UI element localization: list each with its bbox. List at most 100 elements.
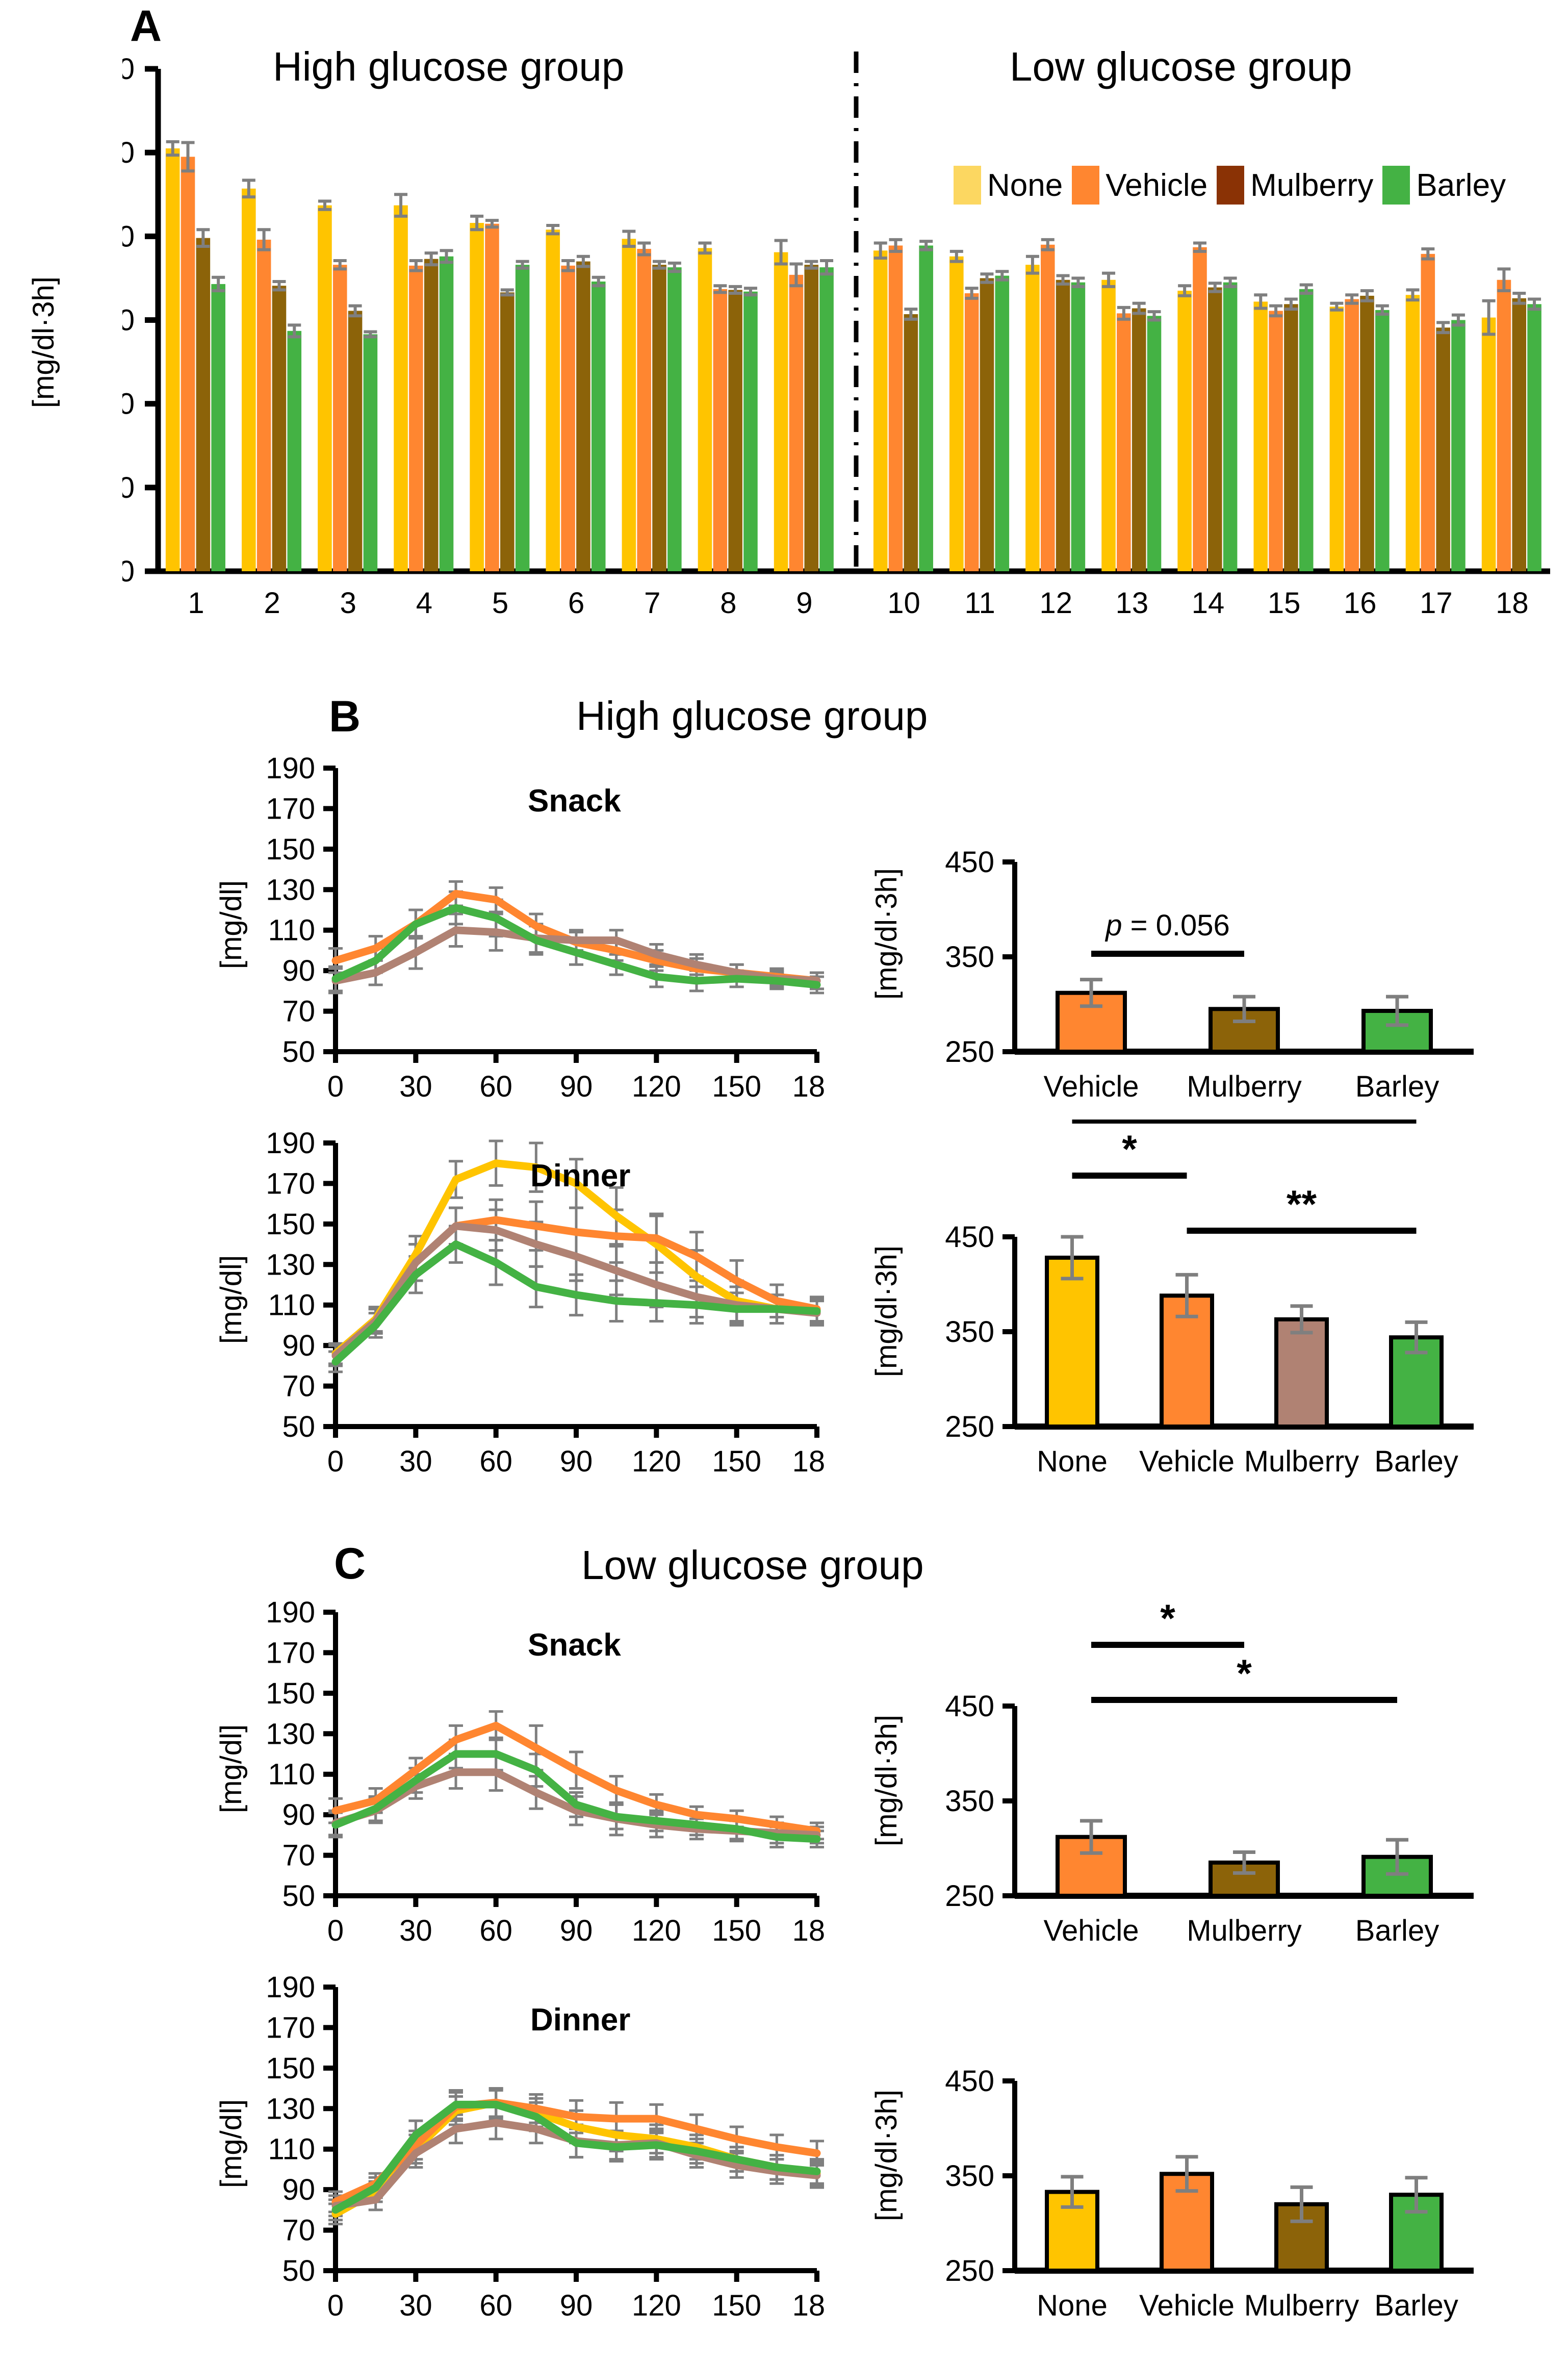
x-tick-label: 16 — [1344, 587, 1377, 620]
bar-none — [165, 148, 180, 571]
legend-item-mulberry: Mulberry — [1217, 166, 1373, 205]
y-tick-label: 150 — [266, 2052, 315, 2085]
line-series-barley — [331, 1240, 821, 1366]
y-tick-label: 450 — [945, 846, 994, 879]
bar-vehicle — [485, 223, 499, 571]
bar-none — [1045, 2190, 1099, 2273]
y-tick-label: 250 — [945, 1035, 994, 1069]
y-tick-label: 190 — [266, 1127, 315, 1160]
bar-barley — [287, 330, 302, 571]
legend-label-mulberry: Mulberry — [1250, 167, 1374, 203]
bar-barley — [743, 291, 758, 571]
bar-vehicle — [1345, 299, 1359, 571]
x-tick-label: 18 — [1496, 587, 1529, 620]
bar-none — [394, 205, 408, 571]
x-category-label: Vehicle — [1139, 2289, 1235, 2322]
bar-none — [1101, 279, 1116, 571]
bar-mulberry — [272, 286, 287, 571]
x-category-label: None — [1037, 2289, 1108, 2322]
y-tick-label: 190 — [266, 1971, 315, 2004]
x-tick-label: 7 — [644, 587, 660, 620]
x-category-label: Mulberry — [1244, 1445, 1359, 1478]
x-category-label: Barley — [1374, 1445, 1458, 1478]
panel-b-snack-bar-ylabel: [mg/dl·3h] — [870, 868, 903, 1000]
y-tick-label: 350 — [945, 1785, 994, 1818]
bar-none — [1177, 291, 1192, 571]
x-tick-label: 0 — [327, 1070, 344, 1103]
y-tick-label: 350 — [945, 1315, 994, 1349]
bar-vehicle — [256, 239, 271, 571]
panel-b-dinner-bar-ylabel: [mg/dl·3h] — [870, 1245, 903, 1377]
bar-vehicle — [1056, 990, 1127, 1054]
x-tick-label: 9 — [796, 587, 812, 620]
panel-c-snack-line-title: Snack — [528, 1627, 621, 1663]
x-tick-label: 3 — [340, 587, 356, 620]
line-series-none — [331, 1159, 821, 1358]
bar-vehicle — [1421, 253, 1435, 571]
x-tick-label: 30 — [399, 1070, 432, 1103]
bar-vehicle — [1269, 311, 1283, 571]
bar-vehicle — [1040, 244, 1055, 571]
panel-c-snack-bar-ylabel: [mg/dl·3h] — [870, 1715, 903, 1846]
bar-vehicle — [1193, 247, 1207, 571]
bar-none — [242, 188, 256, 572]
significance-marker: * — [1122, 1128, 1137, 1171]
bar-barley — [1071, 282, 1086, 571]
panel-a-title-low: Low glucose group — [1010, 44, 1352, 89]
bar-vehicle — [713, 289, 728, 571]
panel-a-letter: A — [130, 2, 162, 50]
bar-mulberry — [1436, 327, 1450, 571]
legend-label-none: None — [987, 167, 1063, 203]
legend-item-barley: Barley — [1382, 166, 1506, 205]
significance-marker: * — [1237, 1652, 1252, 1695]
bar-none — [873, 250, 888, 571]
bar-vehicle — [409, 265, 423, 571]
y-tick-label: 110 — [268, 2133, 315, 2166]
bar-mulberry — [424, 259, 439, 571]
y-tick-label: 130 — [266, 1248, 315, 1281]
y-tick-label: 150 — [266, 1677, 315, 1710]
bar-mulberry — [1512, 298, 1527, 571]
bar-barley — [667, 267, 682, 571]
x-tick-label: 150 — [712, 2289, 761, 2322]
x-tick-label: 30 — [399, 1445, 432, 1478]
y-tick-label: 350 — [945, 940, 994, 974]
x-category-label: Barley — [1355, 1914, 1439, 1947]
bar-barley — [591, 281, 606, 571]
bar-none — [1025, 265, 1040, 571]
panel-b-snack-bar-chart: 250 350 450 Vehicle Mulberry Barley p = 0.056 — [945, 846, 1474, 1103]
bar-vehicle — [1497, 279, 1511, 571]
x-tick-label: 17 — [1420, 587, 1453, 620]
x-category-label: None — [1037, 1445, 1108, 1478]
y-tick-label: 130 — [266, 873, 315, 906]
legend-swatch-vehicle — [1072, 166, 1100, 205]
x-category-label: Vehicle — [1043, 1914, 1139, 1947]
bar-none — [546, 230, 560, 571]
y-tick-label: 400 — [122, 220, 135, 253]
line-series-mulberry — [331, 926, 821, 985]
panel-c-snack-line-chart: 50 70 90 110 130 150 170 190 0 30 60 90 120 150 180 — [266, 1596, 826, 1947]
panel-a-title-high: High glucose group — [273, 44, 625, 89]
x-tick-label: 1 — [188, 587, 204, 620]
bar-none — [318, 205, 332, 571]
line-series-mulberry — [331, 1222, 821, 1360]
y-tick-label: 250 — [945, 2254, 994, 2287]
y-tick-label: 100 — [122, 471, 135, 504]
x-tick-label: 150 — [712, 1914, 761, 1947]
panel-b-dinner-line-chart: 50 70 90 110 130 150 170 190 0 30 60 90 120 150 180 — [266, 1127, 826, 1478]
y-tick-label: 90 — [282, 2173, 315, 2206]
y-tick-label: 50 — [282, 1035, 315, 1069]
panel-c-dinner-bar-ylabel: [mg/dl·3h] — [870, 2090, 903, 2221]
y-tick-label: 90 — [282, 1329, 315, 1362]
line-series-barley — [331, 2100, 821, 2214]
x-category-label: Vehicle — [1139, 1445, 1235, 1478]
x-tick-label: 120 — [632, 1445, 681, 1478]
x-tick-label: 30 — [399, 2289, 432, 2322]
bar-mulberry — [1132, 308, 1146, 571]
panel-b: B High glucose group 50 70 90 110 130 150 170 1… — [0, 683, 1568, 1540]
x-category-label: Barley — [1374, 2289, 1458, 2322]
panel-b-snack-line-title: Snack — [528, 783, 621, 819]
panel-b-dinner-line-ylabel: [mg/dl] — [215, 1255, 248, 1344]
x-category-label: Barley — [1355, 1070, 1439, 1103]
